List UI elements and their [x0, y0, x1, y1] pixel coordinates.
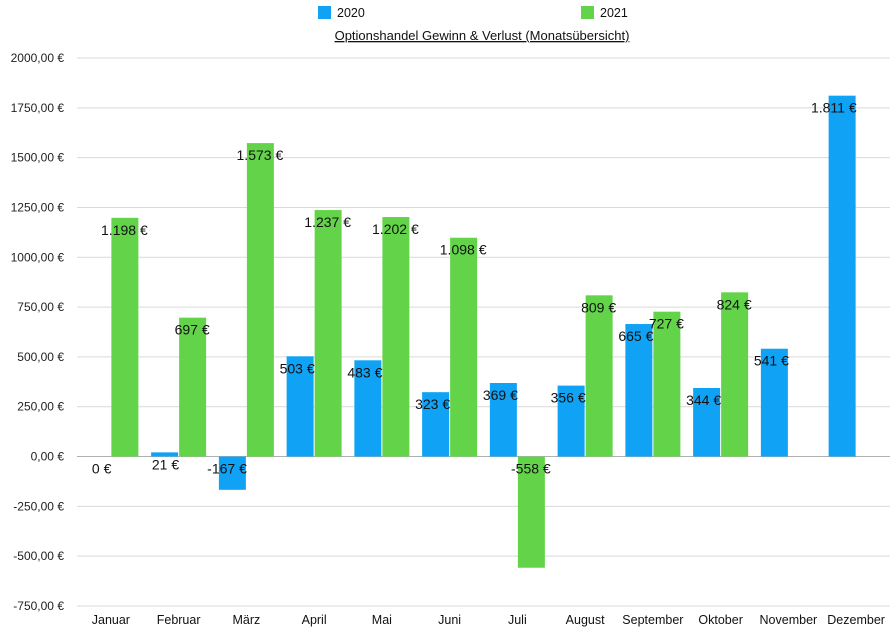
x-category-label: November [760, 613, 818, 627]
y-tick-label: 0,00 € [31, 450, 65, 464]
data-label-2021-märz: 1.573 € [237, 147, 284, 163]
chart-legend: 2020 2021 [318, 6, 628, 20]
bar-2021-märz [246, 143, 274, 457]
bar-2021-oktober [721, 292, 749, 457]
bar-2021-februar [179, 317, 207, 457]
data-label-2020-mai: 483 € [347, 364, 382, 380]
bar-2020-juli [489, 383, 517, 457]
data-label-2021-oktober: 824 € [717, 296, 752, 312]
x-category-label: März [232, 613, 260, 627]
y-tick-label: -250,00 € [13, 499, 64, 513]
bar-2021-august [585, 295, 613, 457]
data-label-2021-januar: 1.198 € [101, 222, 148, 238]
bar-2020-august [557, 385, 585, 457]
y-tick-label: 1250,00 € [11, 200, 65, 214]
x-category-label: Dezember [827, 613, 885, 627]
bar-2020-dezember [828, 95, 856, 457]
y-tick-label: -750,00 € [13, 599, 64, 613]
x-category-label: August [566, 613, 605, 627]
data-label-2020-märz: -167 € [207, 461, 247, 477]
bar-2020-mai [354, 360, 382, 457]
bar-2020-september [625, 324, 653, 457]
legend-label-2021: 2021 [600, 6, 628, 20]
bar-2020-februar [151, 452, 179, 457]
data-label-2020-august: 356 € [551, 390, 586, 406]
bar-2020-juni [422, 392, 450, 457]
x-category-label: Januar [92, 613, 130, 627]
y-axis-tick-labels: 2000,00 € 1750,00 € 1500,00 € 1250,00 € 1000… [11, 51, 65, 613]
data-label-2020-september: 665 € [618, 328, 653, 344]
bars [111, 95, 856, 568]
data-label-2021-februar: 697 € [175, 322, 210, 338]
y-tick-label: 500,00 € [17, 350, 64, 364]
data-label-2020-januar: 0 € [92, 461, 112, 477]
x-category-label: Oktober [698, 613, 742, 627]
data-label-2020-juli: 369 € [483, 387, 518, 403]
x-category-label: Mai [372, 613, 392, 627]
bar-2020-märz [218, 456, 246, 490]
gridlines [77, 57, 890, 607]
y-tick-label: -500,00 € [13, 549, 64, 563]
data-label-2020-april: 503 € [280, 360, 315, 376]
bar-2020-november [760, 348, 788, 457]
data-label-2020-oktober: 344 € [686, 392, 721, 408]
data-labels: 0 € 1.198 € 21 € 697 € -167 € 1.573 € 503 € 1.2… [92, 100, 857, 477]
y-tick-label: 250,00 € [17, 400, 64, 414]
data-label-2020-november: 541 € [754, 353, 789, 369]
y-tick-label: 1000,00 € [11, 250, 65, 264]
bar-2021-april [314, 210, 342, 457]
data-label-2020-juni: 323 € [415, 396, 450, 412]
legend-swatch-2020 [318, 6, 331, 19]
bar-2021-juni [450, 237, 478, 457]
bar-2021-september [653, 311, 681, 457]
x-category-label: Februar [157, 613, 201, 627]
bar-2020-april [286, 356, 314, 457]
x-axis-category-labels: Januar Februar März April Mai Juni Juli August S… [92, 613, 885, 627]
x-category-label: April [302, 613, 327, 627]
data-label-2021-september: 727 € [649, 316, 684, 332]
data-label-2021-april: 1.237 € [304, 214, 351, 230]
x-category-label: Juli [508, 613, 527, 627]
x-category-label: September [622, 613, 683, 627]
data-label-2021-august: 809 € [581, 299, 616, 315]
y-tick-label: 1750,00 € [11, 101, 65, 115]
y-tick-label: 2000,00 € [11, 51, 65, 65]
y-tick-label: 750,00 € [17, 300, 64, 314]
bar-2021-januar [111, 217, 139, 457]
bar-2021-juli [517, 456, 545, 568]
bar-2020-oktober [693, 387, 721, 457]
bar-2021-mai [382, 217, 410, 457]
data-label-2021-juli: -558 € [511, 461, 551, 477]
legend-label-2020: 2020 [337, 6, 365, 20]
x-category-label: Juni [438, 613, 461, 627]
data-label-2020-februar: 21 € [152, 456, 179, 472]
data-label-2020-dezember: 1.811 € [811, 100, 857, 116]
data-label-2021-juni: 1.098 € [440, 242, 487, 258]
chart-title: Optionshandel Gewinn & Verlust (Monatsüb… [335, 28, 630, 43]
data-label-2021-mai: 1.202 € [372, 221, 419, 237]
y-tick-label: 1500,00 € [11, 151, 65, 165]
legend-swatch-2021 [581, 6, 594, 19]
